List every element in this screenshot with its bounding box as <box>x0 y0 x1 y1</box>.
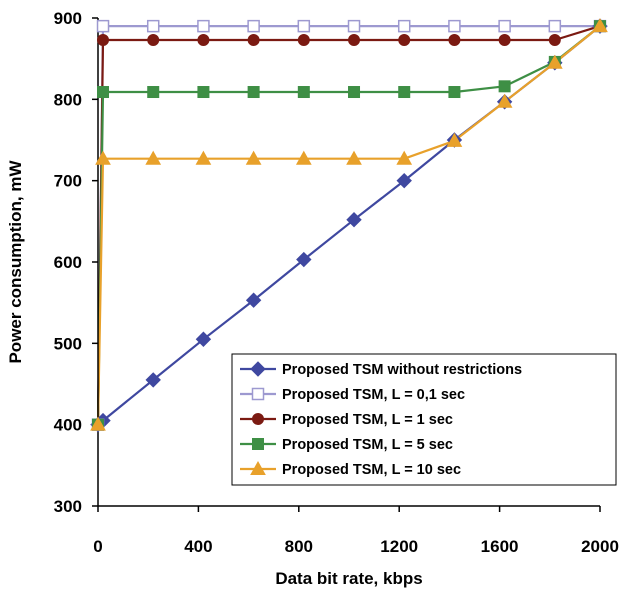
y-tick-label: 400 <box>54 416 82 435</box>
y-tick-label: 600 <box>54 253 82 272</box>
x-tick-label: 800 <box>285 537 313 556</box>
series-line-2 <box>96 25 600 425</box>
data-point-series-4 <box>247 86 260 99</box>
data-point-series-5 <box>396 150 413 165</box>
data-point-series-3 <box>197 33 210 46</box>
series-line-5 <box>96 25 601 425</box>
legend-marker-3 <box>252 413 264 425</box>
data-point-series-5 <box>546 54 563 69</box>
data-point-series-4 <box>448 86 461 99</box>
legend-box <box>231 353 617 486</box>
data-point-series-4 <box>147 86 160 99</box>
x-tick-label: 2000 <box>581 537 619 556</box>
y-ticks: 300 400 500 600 700 800 900 <box>54 9 98 516</box>
data-point-series-3 <box>297 33 310 46</box>
plot-lines <box>96 25 601 426</box>
plot-markers <box>90 18 608 433</box>
legend-marker-5 <box>250 460 266 475</box>
data-point-series-4 <box>348 86 361 99</box>
data-point-series-4 <box>498 80 511 93</box>
legend-label-2: Proposed TSM, L = 0,1 sec <box>282 387 465 403</box>
data-point-series-2 <box>548 19 562 33</box>
data-point-series-4 <box>297 86 310 99</box>
data-point-series-2 <box>448 19 461 33</box>
legend-label-5: Proposed TSM, L = 10 sec <box>282 462 461 478</box>
y-axis-title: Power consumption, mW <box>6 160 25 364</box>
y-tick-label: 500 <box>54 334 82 353</box>
y-tick-label: 700 <box>54 172 82 191</box>
data-point-series-5 <box>446 132 463 147</box>
x-axis-title: Data bit rate, kbps <box>275 569 422 588</box>
x-tick-label: 0 <box>93 537 102 556</box>
series-line-3 <box>96 25 601 425</box>
data-point-series-4 <box>398 86 411 99</box>
data-point-series-5 <box>346 150 362 165</box>
legend-marker-1 <box>250 361 266 377</box>
data-point-series-1 <box>245 292 262 308</box>
x-tick-label: 1200 <box>380 537 418 556</box>
legend-label-3: Proposed TSM, L = 1 sec <box>282 412 453 428</box>
data-point-series-5 <box>245 150 262 165</box>
data-point-series-3 <box>498 33 511 46</box>
data-point-series-5 <box>496 93 513 108</box>
legend: Proposed TSM without restrictions Propose… <box>231 353 617 486</box>
data-point-series-5 <box>195 150 212 165</box>
data-point-series-5 <box>592 18 608 33</box>
data-point-series-2 <box>197 19 210 33</box>
data-point-series-2 <box>397 19 411 33</box>
legend-entries: Proposed TSM without restrictions Propose… <box>240 361 522 478</box>
data-point-series-1 <box>145 372 161 388</box>
legend-label-1: Proposed TSM without restrictions <box>282 362 522 378</box>
data-point-series-2 <box>96 19 110 33</box>
data-point-series-3 <box>147 33 160 46</box>
data-point-series-2 <box>498 19 511 33</box>
series-line-4 <box>96 25 601 425</box>
data-point-series-3 <box>247 33 260 46</box>
data-point-series-4 <box>197 86 210 99</box>
data-point-series-5 <box>90 416 106 431</box>
x-ticks: 0 400 800 1200 1600 2000 <box>93 506 619 556</box>
data-point-series-1 <box>195 331 212 347</box>
data-point-series-2 <box>347 19 361 33</box>
legend-label-4: Proposed TSM, L = 5 sec <box>282 437 453 453</box>
y-tick-label: 900 <box>54 9 82 28</box>
x-tick-label: 1600 <box>481 537 519 556</box>
data-point-series-1 <box>296 251 312 268</box>
data-point-series-4 <box>97 86 110 99</box>
y-tick-label: 800 <box>54 90 82 109</box>
data-point-series-1 <box>396 172 412 189</box>
data-point-series-2 <box>297 19 311 33</box>
data-point-series-1 <box>346 211 362 228</box>
y-tick-label: 300 <box>54 497 82 516</box>
data-point-series-2 <box>146 19 160 33</box>
data-point-series-2 <box>247 19 260 33</box>
data-point-series-3 <box>348 33 361 46</box>
data-point-series-5 <box>95 150 111 165</box>
data-point-series-5 <box>295 150 312 165</box>
legend-marker-4 <box>252 438 264 450</box>
x-tick-label: 400 <box>184 537 212 556</box>
data-point-series-5 <box>145 150 162 165</box>
data-point-series-3 <box>97 33 110 46</box>
data-point-series-3 <box>398 33 411 46</box>
data-point-series-3 <box>448 33 461 46</box>
legend-marker-2 <box>251 387 265 401</box>
data-point-series-3 <box>548 33 561 46</box>
